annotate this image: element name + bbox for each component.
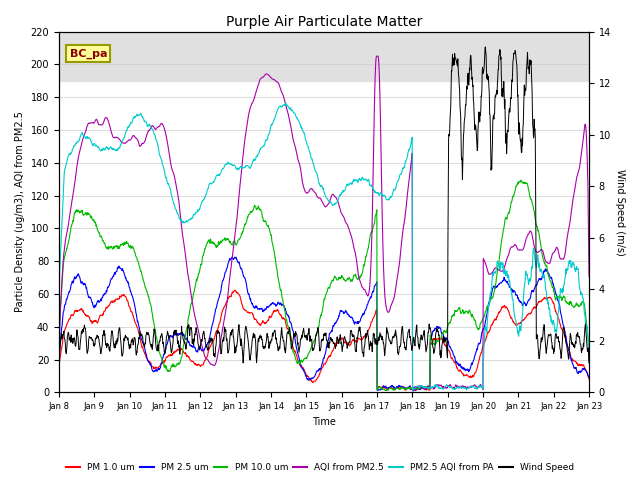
Legend: PM 1.0 um, PM 2.5 um, PM 10.0 um, AQI from PM2.5, PM2.5 AQI from PA, Wind Speed: PM 1.0 um, PM 2.5 um, PM 10.0 um, AQI fr…	[63, 459, 577, 476]
X-axis label: Time: Time	[312, 417, 336, 427]
Title: Purple Air Particulate Matter: Purple Air Particulate Matter	[226, 15, 422, 29]
Bar	[59, 32, 589, 81]
Text: BC_pa: BC_pa	[70, 49, 107, 59]
Y-axis label: Wind Speed (m/s): Wind Speed (m/s)	[615, 168, 625, 255]
Y-axis label: Particle Density (ug/m3), AQI from PM2.5: Particle Density (ug/m3), AQI from PM2.5	[15, 111, 25, 312]
